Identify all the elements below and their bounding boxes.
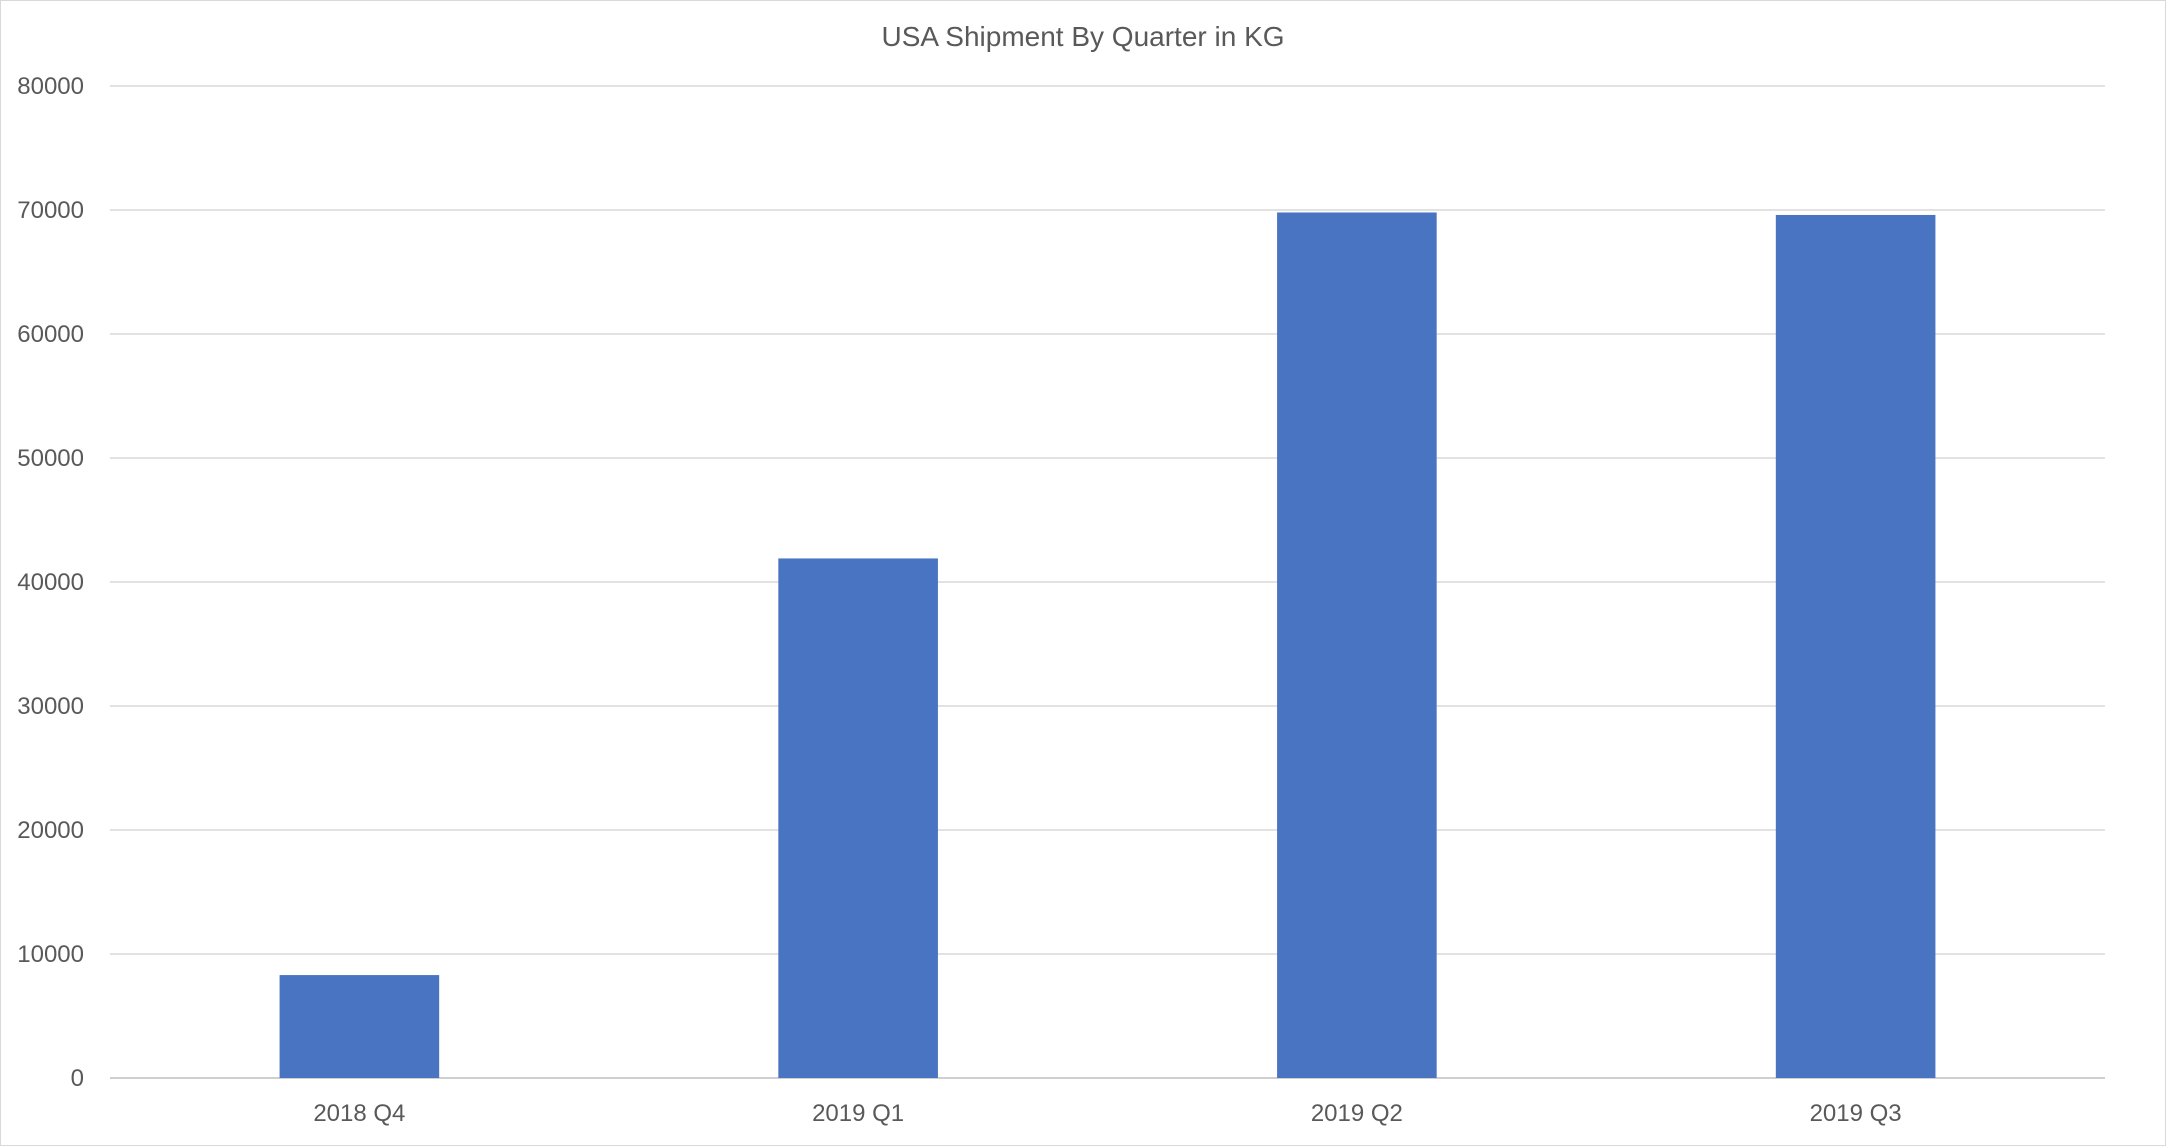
y-tick-label: 70000: [17, 197, 84, 224]
y-tick-label: 0: [71, 1065, 84, 1092]
bar-2019-q2: [1277, 212, 1437, 1079]
bars: [279, 212, 1936, 1079]
y-tick-label: 40000: [17, 569, 84, 596]
x-tick-label: 2019 Q2: [1311, 1100, 1403, 1127]
y-tick-label: 30000: [17, 693, 84, 720]
y-tick-label: 80000: [17, 73, 84, 100]
gridlines: [110, 85, 2105, 1079]
y-tick-label: 60000: [17, 321, 84, 348]
bar-2018-q4: [279, 975, 440, 1078]
x-tick-label: 2019 Q3: [1810, 1100, 1902, 1127]
x-tick-label: 2018 Q4: [313, 1100, 405, 1127]
bar-2019-q3: [1775, 214, 1936, 1078]
chart-title: USA Shipment By Quarter in KG: [881, 21, 1284, 52]
y-tick-label: 10000: [17, 941, 84, 968]
x-tick-label: 2019 Q1: [812, 1100, 904, 1127]
y-tick-label: 20000: [17, 817, 84, 844]
y-axis-tick-labels: 0 10000 20000 30000 40000 50000 60000 70000 8000…: [17, 73, 84, 1092]
bar-2019-q1: [778, 558, 938, 1078]
y-tick-label: 50000: [17, 445, 84, 472]
x-axis-tick-labels: 2018 Q4 2019 Q1 2019 Q2 2019 Q3: [313, 1100, 1901, 1127]
